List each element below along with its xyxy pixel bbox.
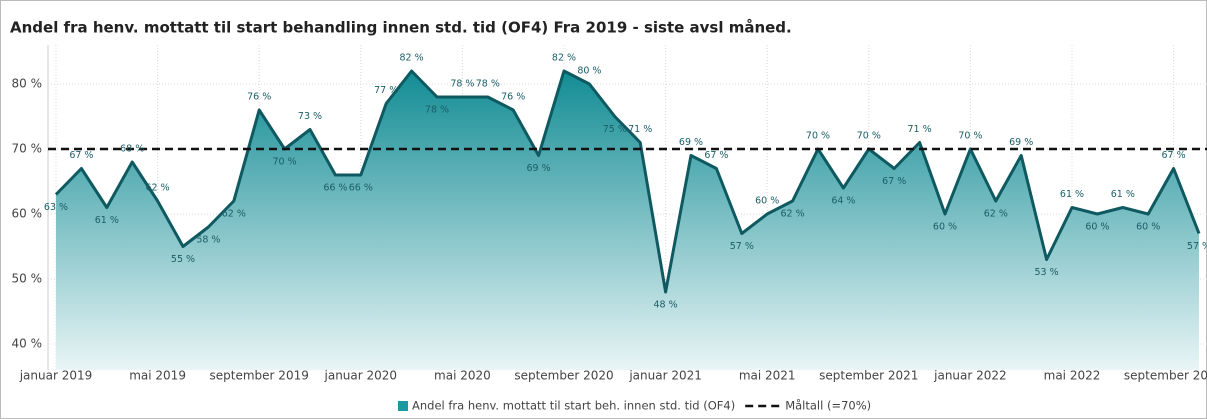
- data-label: 78 %: [476, 79, 500, 90]
- data-label: 61 %: [1111, 189, 1135, 200]
- x-tick-label: januar 2021: [628, 369, 702, 383]
- legend-label: Andel fra henv. mottatt til start beh. i…: [412, 399, 735, 413]
- data-label: 62 %: [222, 209, 246, 220]
- area: [56, 71, 1199, 370]
- data-label: 57 %: [1187, 241, 1207, 252]
- data-label: 70 %: [857, 131, 881, 142]
- data-label: 71 %: [628, 124, 652, 135]
- data-label: 57 %: [730, 241, 754, 252]
- data-label: 60 %: [1085, 222, 1109, 233]
- data-label: 55 %: [171, 254, 195, 265]
- data-label: 66 %: [323, 183, 347, 194]
- x-tick-label: mai 2022: [1044, 369, 1101, 383]
- data-label: 60 %: [755, 196, 779, 207]
- data-label: 80 %: [577, 66, 601, 77]
- data-label: 58 %: [196, 235, 220, 246]
- y-tick-label: 70 %: [12, 142, 43, 156]
- x-tick-label: mai 2019: [129, 369, 186, 383]
- data-label: 67 %: [704, 150, 728, 161]
- data-label: 82 %: [400, 53, 424, 64]
- data-label: 82 %: [552, 53, 576, 64]
- x-tick-label: mai 2020: [434, 369, 491, 383]
- data-label: 69 %: [1009, 137, 1033, 148]
- data-label: 53 %: [1035, 267, 1059, 278]
- y-tick-label: 80 %: [12, 77, 43, 91]
- data-label: 61 %: [1060, 189, 1084, 200]
- data-label: 70 %: [273, 157, 297, 168]
- data-label: 67 %: [882, 176, 906, 187]
- x-tick-label: september 2020: [514, 369, 613, 383]
- data-label: 60 %: [933, 222, 957, 233]
- legend-swatch: [398, 401, 408, 411]
- data-label: 64 %: [831, 196, 855, 207]
- data-label: 67 %: [1162, 150, 1186, 161]
- x-tick-label: januar 2019: [19, 369, 93, 383]
- line: [54, 69, 1201, 294]
- data-label: 67 %: [69, 150, 93, 161]
- x-tick-label: mai 2021: [739, 369, 796, 383]
- y-tick-label: 50 %: [12, 272, 43, 286]
- data-label: 62 %: [984, 209, 1008, 220]
- data-label: 63 %: [44, 202, 68, 213]
- data-label: 73 %: [298, 111, 322, 122]
- x-tick-label: januar 2022: [933, 369, 1007, 383]
- data-label: 78 %: [425, 105, 449, 116]
- data-label: 61 %: [95, 215, 119, 226]
- y-tick-label: 40 %: [12, 337, 43, 351]
- data-label: 78 %: [450, 79, 474, 90]
- data-label: 62 %: [781, 209, 805, 220]
- data-label: 70 %: [958, 131, 982, 142]
- data-label: 69 %: [527, 163, 551, 174]
- data-label: 48 %: [654, 300, 678, 311]
- data-label: 76 %: [501, 92, 525, 103]
- legend-label: Måltall (=70%): [785, 399, 871, 413]
- data-label: 76 %: [247, 92, 271, 103]
- data-label: 71 %: [908, 124, 932, 135]
- x-tick-label: september 2021: [819, 369, 918, 383]
- y-tick-label: 60 %: [12, 207, 43, 221]
- data-label: 66 %: [349, 183, 373, 194]
- x-tick-label: september 2019: [210, 369, 309, 383]
- data-label: 75 %: [603, 124, 627, 135]
- data-label: 68 %: [120, 144, 144, 155]
- x-tick-label: januar 2020: [324, 369, 398, 383]
- data-label: 70 %: [806, 131, 830, 142]
- data-label: 77 %: [374, 85, 398, 96]
- data-label: 62 %: [146, 183, 170, 194]
- chart-title: Andel fra henv. mottatt til start behand…: [10, 19, 792, 37]
- data-label: 69 %: [679, 137, 703, 148]
- x-tick-label: september 2022: [1124, 369, 1207, 383]
- data-label: 60 %: [1136, 222, 1160, 233]
